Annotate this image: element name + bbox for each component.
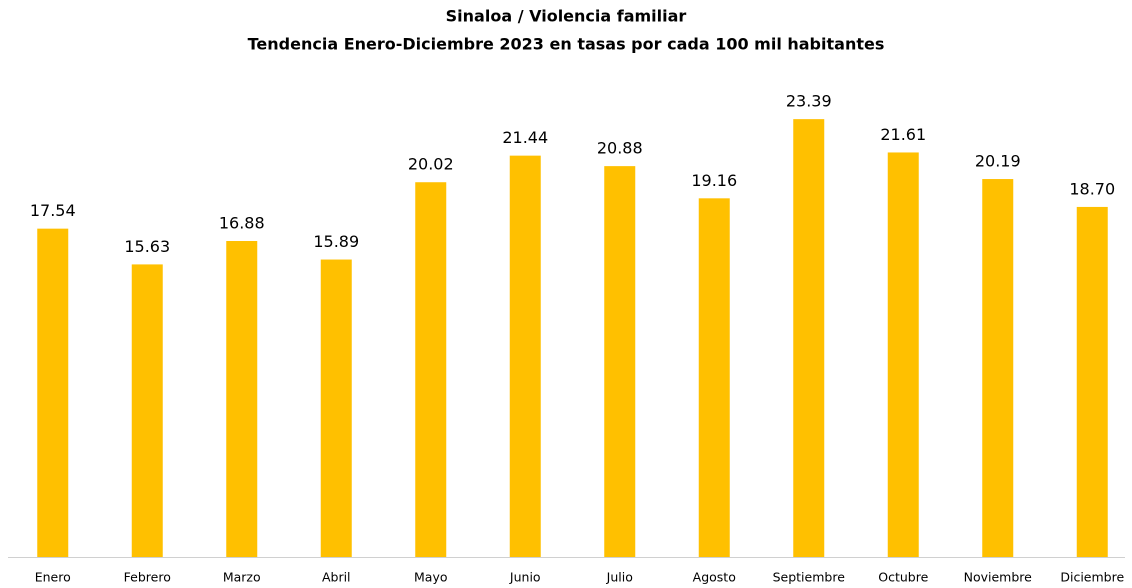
bar — [982, 179, 1014, 557]
x-tick-label: Marzo — [223, 570, 261, 585]
bar — [1076, 206, 1108, 557]
value-label: 21.61 — [880, 125, 926, 144]
value-label: 23.39 — [786, 92, 832, 111]
bar — [37, 228, 69, 558]
value-label: 20.88 — [597, 139, 643, 158]
value-label: 16.88 — [219, 214, 265, 233]
bar — [698, 198, 730, 557]
x-tick-label: Diciembre — [1060, 570, 1124, 585]
bar — [320, 259, 352, 557]
chart-title: Sinaloa / Violencia familiar — [446, 7, 687, 26]
value-label: 19.16 — [691, 171, 737, 190]
x-tick-label: Noviembre — [964, 570, 1033, 585]
x-tick-label: Mayo — [414, 570, 448, 585]
x-tick-label: Junio — [509, 570, 541, 585]
bar — [226, 241, 258, 557]
value-label: 15.63 — [124, 237, 170, 256]
value-label: 18.70 — [1069, 179, 1115, 198]
x-tick-label: Agosto — [693, 570, 736, 585]
bar — [887, 152, 919, 557]
value-label: 20.19 — [975, 152, 1021, 171]
bar — [509, 155, 541, 558]
chart-subtitle: Tendencia Enero-Diciembre 2023 en tasas … — [248, 35, 885, 54]
x-tick-label: Octubre — [878, 570, 928, 585]
value-label: 20.02 — [408, 155, 454, 174]
x-tick-label: Julio — [606, 570, 633, 585]
value-label: 17.54 — [30, 201, 76, 220]
x-tick-label: Abril — [322, 570, 351, 585]
bar — [604, 166, 636, 557]
x-tick-label: Enero — [35, 570, 71, 585]
value-label: 15.89 — [313, 232, 359, 251]
x-tick-label: Septiembre — [773, 570, 846, 585]
bar — [131, 264, 163, 557]
x-tick-label: Febrero — [124, 570, 171, 585]
bar — [415, 182, 447, 558]
bar — [793, 119, 825, 558]
value-label: 21.44 — [502, 128, 548, 147]
